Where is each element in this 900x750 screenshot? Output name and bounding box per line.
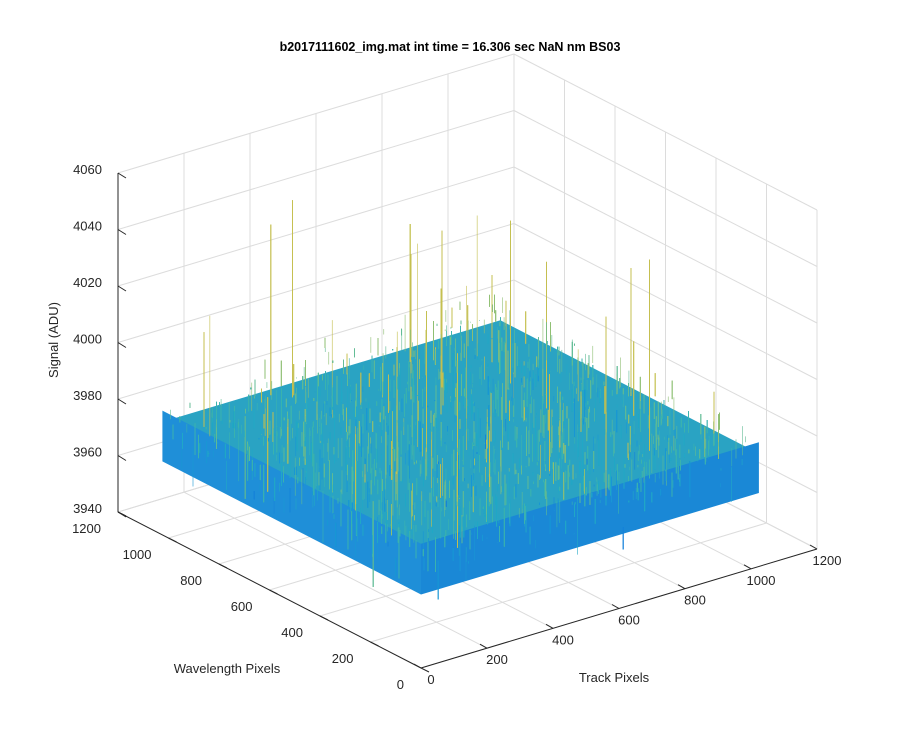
surface-side-left xyxy=(162,410,421,595)
surface-side-right xyxy=(421,442,759,595)
surface-plot xyxy=(162,200,759,600)
grid-line xyxy=(513,110,818,267)
grid-line xyxy=(117,166,515,287)
grid-line xyxy=(513,53,818,211)
chart-title: b2017111602_img.mat int time = 16.306 se… xyxy=(280,40,621,54)
grid-line xyxy=(117,279,515,400)
grid-line xyxy=(513,279,818,437)
grid-line xyxy=(117,110,515,230)
grid-line xyxy=(370,522,767,643)
grid-line xyxy=(117,223,515,343)
grid-line xyxy=(513,166,818,324)
grid-line xyxy=(117,53,515,174)
grid-line xyxy=(513,223,818,380)
